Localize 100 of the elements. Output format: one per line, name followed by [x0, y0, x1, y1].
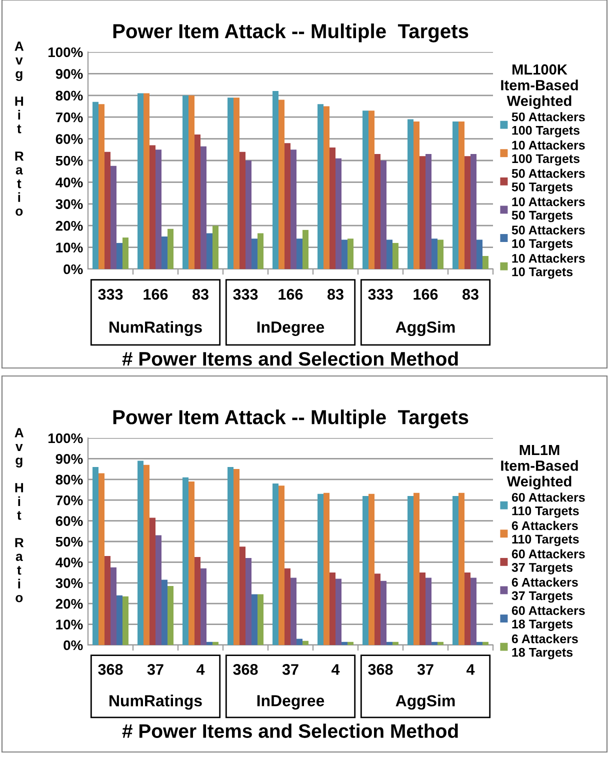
x-tick-label: 83 [192, 288, 208, 300]
x-tick-label: 333 [98, 288, 123, 300]
bar [368, 110, 374, 269]
x-axis-title: # Power Items and Selection Method [122, 724, 458, 738]
bar [138, 460, 144, 645]
bar [246, 558, 252, 645]
bar [258, 233, 264, 269]
bar [330, 572, 336, 645]
bar [212, 642, 218, 645]
bar [200, 568, 206, 645]
bar [284, 568, 290, 645]
bar [362, 496, 368, 645]
bar [470, 578, 476, 645]
y-tick-label: 30% [56, 199, 83, 210]
x-tick-label: 368 [368, 664, 393, 675]
text: InDegree [257, 322, 324, 336]
x-tick-label: 83 [462, 288, 478, 300]
y-tick-label: 60% [56, 134, 83, 144]
bar [92, 466, 98, 645]
bar [194, 134, 200, 269]
y-tick-label: 100% [48, 433, 83, 444]
bar [162, 580, 168, 645]
y-tick-label: 80% [56, 474, 83, 485]
y-tick-label: 50% [56, 156, 83, 166]
bar [374, 574, 380, 645]
y-tick-label: 60% [56, 516, 83, 526]
legend-label: 10 Attackers 50 Targets [512, 197, 585, 222]
x-tick-label: 333 [233, 288, 258, 300]
bar [138, 93, 144, 269]
y-tick-label: 90% [56, 454, 83, 464]
x-tick-label: 368 [98, 664, 123, 675]
y-tick-label: 0% [64, 640, 83, 650]
bar [104, 152, 110, 269]
x-tick-label: 166 [414, 288, 438, 300]
bar [368, 494, 374, 645]
bar [144, 93, 150, 269]
bar [432, 238, 438, 269]
bar [98, 104, 104, 269]
bar [168, 586, 174, 645]
bar [318, 494, 324, 645]
legend-label: 6 Attackers 37 Targets [512, 578, 578, 603]
bar [482, 642, 488, 645]
bar [156, 150, 162, 269]
y-tick-label: 10% [56, 242, 83, 252]
legend-label: 6 Attackers 18 Targets [512, 634, 578, 660]
legend-label: 6 Attackers 110 Targets [512, 520, 579, 546]
bar [420, 572, 426, 645]
bar [92, 102, 98, 269]
bar [342, 642, 348, 645]
bar [290, 150, 296, 269]
bar [110, 567, 116, 645]
x-tick-label: 368 [233, 664, 258, 675]
y-tick-label: 0% [64, 264, 83, 274]
bar [234, 469, 240, 645]
bar [182, 95, 188, 269]
bar [194, 557, 200, 645]
bar [240, 152, 246, 269]
bar [336, 158, 342, 269]
bar [228, 98, 234, 269]
bar [458, 492, 464, 645]
bar [374, 154, 380, 269]
legend-label: 50 Attackers 50 Targets [512, 168, 585, 194]
bar [470, 154, 476, 269]
y-tick-label: 20% [56, 598, 83, 609]
bar [122, 596, 128, 645]
bar [110, 166, 116, 269]
bar [278, 486, 284, 645]
legend-title: ML1M Item-Based Weighted [501, 444, 578, 490]
bar [156, 535, 162, 645]
bar [144, 464, 150, 645]
y-tick-label: 70% [56, 112, 83, 122]
bar [116, 595, 122, 645]
bar [122, 238, 128, 269]
y-tick-label: 100% [48, 47, 83, 58]
x-tick-label: 4 [466, 664, 475, 675]
bar [162, 236, 168, 269]
bar [296, 638, 302, 645]
y-tick-label: 40% [56, 558, 83, 568]
x-tick-label: 37 [417, 664, 434, 675]
legend-label: 60 Attackers 37 Targets [512, 549, 585, 574]
bar [408, 119, 414, 269]
x-tick-label: 4 [196, 664, 205, 675]
bar [116, 242, 122, 269]
bar [464, 156, 470, 269]
y-tick-label: 70% [56, 495, 83, 506]
bar [188, 481, 194, 645]
x-tick-label: 83 [327, 288, 344, 300]
bar [252, 594, 258, 645]
bar [240, 546, 246, 645]
chart-title: Power Item Attack -- Multiple Targets [113, 24, 468, 42]
bar [414, 492, 420, 645]
x-tick-label: 37 [282, 664, 298, 675]
bar [386, 642, 392, 645]
bar [296, 238, 302, 269]
text: Avg Hit Ratio [14, 42, 24, 216]
bar [386, 240, 392, 269]
text: AggSim [396, 694, 455, 710]
bar [272, 91, 278, 269]
y-tick-label: 80% [56, 90, 83, 101]
bar [324, 492, 330, 645]
